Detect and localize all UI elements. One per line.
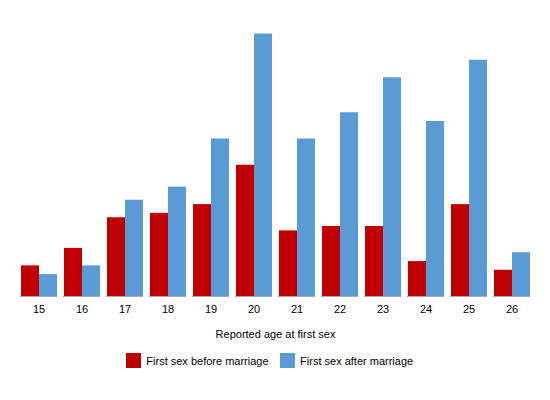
svg-text:17: 17 xyxy=(119,303,131,315)
svg-text:23: 23 xyxy=(377,303,389,315)
svg-text:Reported age at first sex: Reported age at first sex xyxy=(216,328,336,340)
svg-text:19: 19 xyxy=(205,303,217,315)
svg-text:24: 24 xyxy=(420,303,432,315)
svg-text:16: 16 xyxy=(76,303,88,315)
html-text:First sex before marriage: First sex before marriage xyxy=(146,354,269,367)
html-text:First sex after marriage: First sex after marriage xyxy=(300,354,414,367)
svg-text:25: 25 xyxy=(463,303,475,315)
svg-text:22: 22 xyxy=(334,303,346,315)
svg-text:21: 21 xyxy=(291,303,303,315)
svg-text:20: 20 xyxy=(248,303,260,315)
svg-text:26: 26 xyxy=(506,303,518,315)
svg-text:18: 18 xyxy=(162,303,174,315)
svg-text:15: 15 xyxy=(33,303,45,315)
